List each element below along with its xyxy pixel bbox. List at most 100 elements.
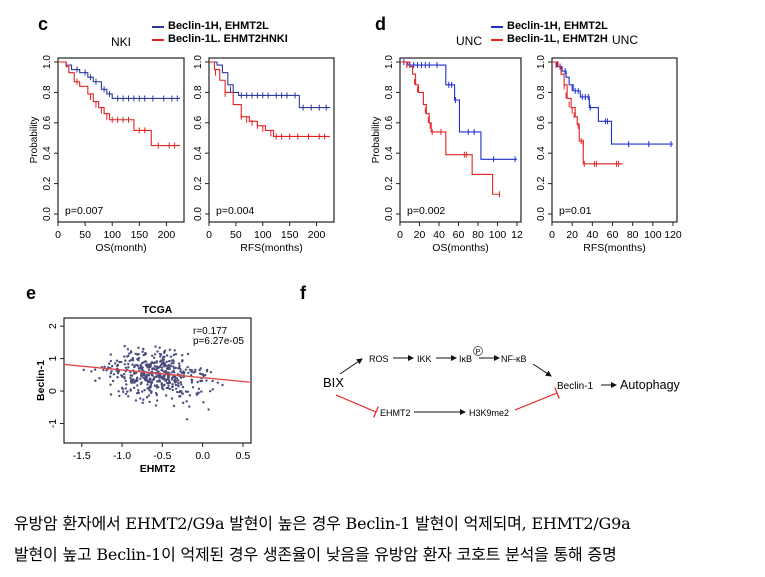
scatter-point bbox=[103, 365, 106, 369]
scatter-point bbox=[174, 383, 178, 387]
scatter-point bbox=[153, 384, 157, 387]
scatter-point bbox=[111, 364, 114, 368]
y-tick-label: 0.2 bbox=[42, 176, 53, 190]
scatter-point bbox=[140, 381, 143, 384]
correlation-p: p=6.27e-05 bbox=[193, 336, 244, 347]
survival-curve bbox=[58, 61, 180, 100]
scatter-point bbox=[155, 365, 158, 368]
legend-swatch-blue bbox=[152, 25, 164, 28]
scatter-point bbox=[134, 352, 137, 356]
x-tick-label: 80 bbox=[627, 229, 639, 241]
scatter-point bbox=[141, 390, 144, 393]
scatter-point bbox=[148, 400, 151, 404]
scatter-point bbox=[167, 363, 171, 367]
legend-swatch-red bbox=[491, 38, 503, 41]
y-tick-label: 0.4 bbox=[193, 146, 204, 160]
scatter-point bbox=[129, 388, 132, 391]
inhibit-h3k9-beclin bbox=[514, 392, 558, 411]
scatter-point bbox=[163, 374, 166, 377]
node-ros: ROS bbox=[369, 354, 389, 364]
km-plot-km_nki_os: 0.0 0.2 0.4 0.6 0.8 1.0 0 50 100 150 200 OS(month) P… bbox=[29, 55, 185, 254]
scatter-point bbox=[194, 368, 197, 372]
p-value-annotation: p=0.01 bbox=[559, 205, 592, 217]
scatter-point bbox=[146, 363, 149, 366]
scatter-point bbox=[159, 355, 162, 358]
scatter-point bbox=[166, 381, 169, 385]
x-tick-label: -1.5 bbox=[73, 450, 91, 462]
scatter-point bbox=[184, 390, 188, 393]
scatter-point bbox=[174, 352, 178, 356]
scatter-point bbox=[139, 365, 142, 369]
scatter-point bbox=[167, 360, 171, 363]
legend-label: Beclin-1H, EHMT2L bbox=[168, 20, 269, 32]
plot-title: TCGA bbox=[143, 304, 173, 316]
scatter-point bbox=[178, 391, 181, 394]
scatter-point bbox=[124, 379, 127, 382]
scatter-point bbox=[177, 379, 180, 382]
scatter-point bbox=[180, 360, 184, 363]
x-tick-label: 200 bbox=[308, 229, 326, 241]
scatter-point bbox=[140, 367, 143, 371]
y-tick-label: 0.8 bbox=[536, 85, 547, 99]
y-axis-label: Beclin-1 bbox=[35, 360, 47, 401]
scatter-point bbox=[211, 388, 215, 391]
legend-item: Beclin-1L, EHMT2H bbox=[491, 33, 608, 46]
scatter-point bbox=[114, 362, 117, 365]
y-tick-label: 0.8 bbox=[193, 85, 204, 99]
cohort-label-unc-right: UNC bbox=[612, 33, 638, 47]
scatter-point bbox=[127, 395, 130, 398]
x-tick-label: 40 bbox=[433, 229, 445, 241]
scatter-point bbox=[143, 352, 147, 355]
scatter-point bbox=[196, 380, 199, 384]
y-tick-label: 0.4 bbox=[42, 146, 53, 160]
scatter-point bbox=[146, 373, 149, 377]
scatter-point bbox=[136, 358, 139, 361]
scatter-point bbox=[137, 391, 141, 395]
x-tick-label: 100 bbox=[103, 229, 121, 241]
scatter-point bbox=[172, 353, 176, 357]
scatter-point bbox=[209, 371, 213, 374]
scatter-point bbox=[191, 386, 195, 389]
scatter-point bbox=[188, 405, 191, 408]
scatter-point bbox=[90, 370, 93, 373]
survival-curve bbox=[400, 61, 500, 195]
plot-frame bbox=[399, 57, 522, 223]
y-tick-label: 0.8 bbox=[42, 85, 53, 99]
scatter-point bbox=[140, 373, 143, 376]
scatter-point bbox=[143, 388, 146, 392]
scatter-point bbox=[179, 381, 182, 384]
scatter-point bbox=[158, 352, 162, 356]
scatter-point bbox=[133, 381, 136, 384]
y-tick-label: 1.0 bbox=[384, 55, 395, 69]
scatter-point bbox=[107, 362, 111, 365]
scatter-point bbox=[98, 377, 101, 380]
scatter-point bbox=[168, 348, 172, 352]
legend-item: Beclin-1L. EHMT2HNKI bbox=[152, 33, 288, 46]
scatter-point bbox=[122, 390, 125, 394]
scatter-point bbox=[168, 367, 171, 370]
legend-nki: Beclin-1H, EHMT2L Beclin-1L. EHMT2HNKI bbox=[152, 20, 288, 46]
phospho-badge-icon bbox=[473, 346, 483, 356]
scatter-point bbox=[126, 355, 129, 358]
scatter-point bbox=[160, 368, 163, 372]
scatter-point bbox=[173, 366, 176, 370]
scatter-point bbox=[110, 370, 113, 373]
scatter-point bbox=[170, 397, 174, 400]
scatter-point bbox=[172, 369, 175, 372]
scatter-point bbox=[136, 379, 139, 382]
scatter-point bbox=[133, 364, 137, 367]
x-tick-label: 0 bbox=[55, 229, 61, 241]
scatter-point bbox=[109, 353, 112, 356]
scatter-point bbox=[148, 365, 152, 369]
inhibit-bix-ehmt2-bar bbox=[373, 406, 379, 418]
scatter-point bbox=[168, 381, 172, 385]
scatter-point bbox=[178, 366, 181, 370]
scatter-point bbox=[167, 384, 170, 387]
scatter-point bbox=[200, 390, 203, 393]
x-tick-label: 100 bbox=[254, 229, 272, 241]
scatter-point bbox=[180, 383, 183, 386]
y-axis-label: Probability bbox=[29, 117, 40, 164]
node-ehmt2: EHMT2 bbox=[380, 408, 411, 418]
y-tick-label: 1.0 bbox=[193, 55, 204, 69]
scatter-point bbox=[130, 374, 134, 377]
